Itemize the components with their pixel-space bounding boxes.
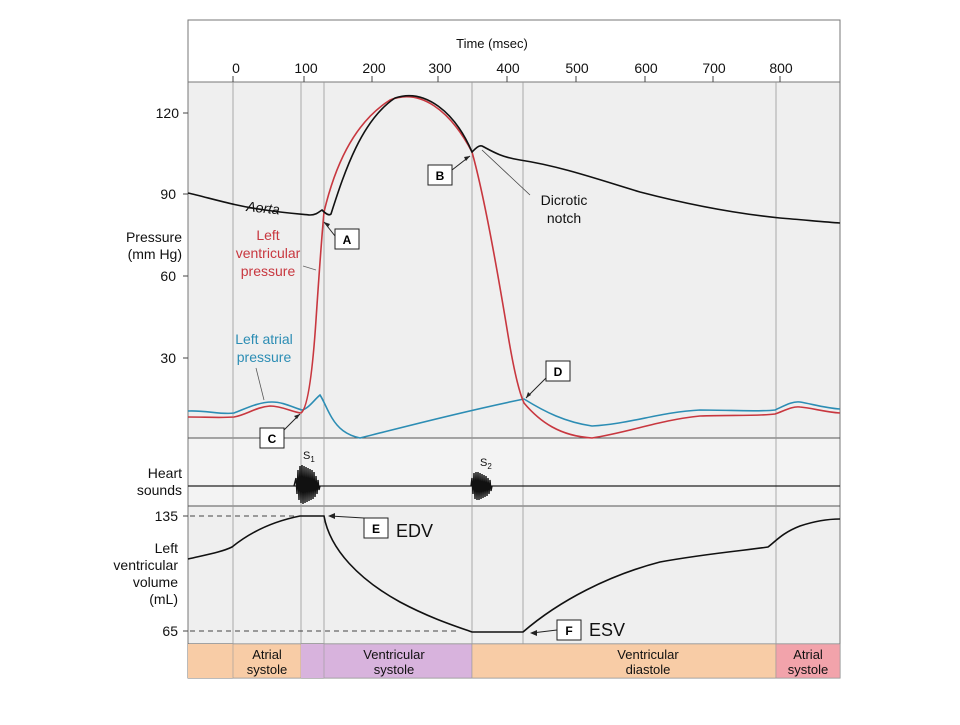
pressure-panel-background: [188, 82, 840, 438]
heart-sounds-label-line1: Heart: [148, 465, 182, 481]
dicrotic-leader-line: [481, 149, 531, 196]
svg-text:systole: systole: [247, 662, 287, 677]
svg-text:Left atrial: Left atrial: [235, 331, 293, 347]
phase-atrial-systole-1: [232, 643, 302, 679]
left-atrial-pressure-curve: [187, 393, 841, 439]
phase-ventricular-systole: [323, 643, 473, 679]
volume-axis-title-line2: ventricular: [113, 557, 178, 573]
pressure-axis-title-line1: Pressure: [126, 229, 182, 245]
volume-tick-135: 135: [155, 508, 179, 524]
s1-label: S1: [303, 450, 315, 464]
volume-axis-title-line1: Left: [155, 540, 178, 556]
svg-text:Left: Left: [256, 227, 279, 243]
s2-label: S2: [480, 457, 492, 471]
marker-c: C: [259, 413, 301, 449]
volume-axis-title-line3: volume: [133, 574, 178, 590]
x-tick-label: 200: [362, 60, 386, 76]
x-tick-label: 0: [232, 60, 240, 76]
svg-text:pressure: pressure: [237, 349, 292, 365]
edv-label: EDV: [396, 521, 433, 541]
x-tick-label: 600: [634, 60, 658, 76]
phase-filler-left: [188, 644, 233, 678]
phase-bar: Atrial systole Ventricular systole Ventr…: [188, 643, 841, 679]
x-tick-label: 700: [702, 60, 726, 76]
svg-text:Ventricular: Ventricular: [617, 647, 679, 662]
y-tick-label: 90: [160, 186, 176, 202]
x-tick-label: 100: [294, 60, 318, 76]
y-tick-label: 120: [156, 105, 180, 121]
x-axis-ticks: 0 100 200 300 400 500 600 700 800: [232, 60, 793, 82]
s2-waveform: [470, 471, 493, 501]
svg-text:Atrial: Atrial: [793, 647, 823, 662]
lap-leader-line: [255, 367, 265, 401]
marker-e: E: [328, 513, 389, 539]
left-ventricular-volume-curve: [187, 515, 841, 633]
event-lines: [232, 82, 777, 678]
s1-waveform: [293, 464, 321, 505]
volume-panel-background: [188, 506, 840, 644]
x-tick-label: 300: [428, 60, 452, 76]
svg-text:D: D: [554, 365, 563, 379]
esv-label: ESV: [589, 620, 625, 640]
svg-text:A: A: [343, 233, 352, 247]
svg-text:C: C: [268, 432, 277, 446]
dicrotic-notch-label: Dicrotic notch: [541, 192, 588, 226]
marker-a: A: [323, 221, 360, 250]
phase-atrial-systole-2: [775, 643, 841, 679]
volume-axis-title-line4: (mL): [149, 591, 178, 607]
lvp-label: Left ventricular pressure: [236, 227, 301, 279]
aorta-pressure-curve: [187, 95, 841, 224]
x-tick-label: 400: [496, 60, 520, 76]
y-tick-label: 60: [160, 268, 176, 284]
pressure-axis-title-line2: (mm Hg): [128, 246, 182, 262]
x-tick-label: 500: [565, 60, 589, 76]
volume-y-axis: 135 65 Left ventricular volume (mL): [113, 508, 188, 639]
svg-text:B: B: [436, 169, 445, 183]
sounds-panel-background: [188, 438, 840, 506]
heart-sounds-label-line2: sounds: [137, 482, 182, 498]
svg-text:E: E: [372, 522, 380, 536]
x-tick-label: 800: [769, 60, 793, 76]
svg-text:Atrial: Atrial: [252, 647, 282, 662]
phase-ventricular-diastole: [471, 643, 777, 679]
svg-text:F: F: [565, 624, 572, 638]
y-tick-label: 30: [160, 350, 176, 366]
svg-text:pressure: pressure: [241, 263, 296, 279]
svg-text:systole: systole: [788, 662, 828, 677]
pressure-y-axis: 120 90 60 30 Pressure (mm Hg): [126, 105, 188, 366]
svg-text:Ventricular: Ventricular: [363, 647, 425, 662]
x-axis-title: Time (msec): [456, 36, 528, 51]
svg-text:ventricular: ventricular: [236, 245, 301, 261]
svg-text:systole: systole: [374, 662, 414, 677]
marker-b: B: [427, 155, 471, 186]
svg-text:Dicrotic: Dicrotic: [541, 192, 588, 208]
svg-text:notch: notch: [547, 210, 581, 226]
svg-text:diastole: diastole: [626, 662, 671, 677]
lvp-leader-line: [302, 265, 317, 271]
marker-f: F: [530, 619, 582, 641]
phase-isovolumic-contraction: [301, 644, 324, 678]
aorta-label: Aorta: [245, 198, 281, 218]
lap-label: Left atrial pressure: [235, 331, 293, 365]
volume-tick-65: 65: [162, 623, 178, 639]
marker-d: D: [525, 360, 571, 399]
